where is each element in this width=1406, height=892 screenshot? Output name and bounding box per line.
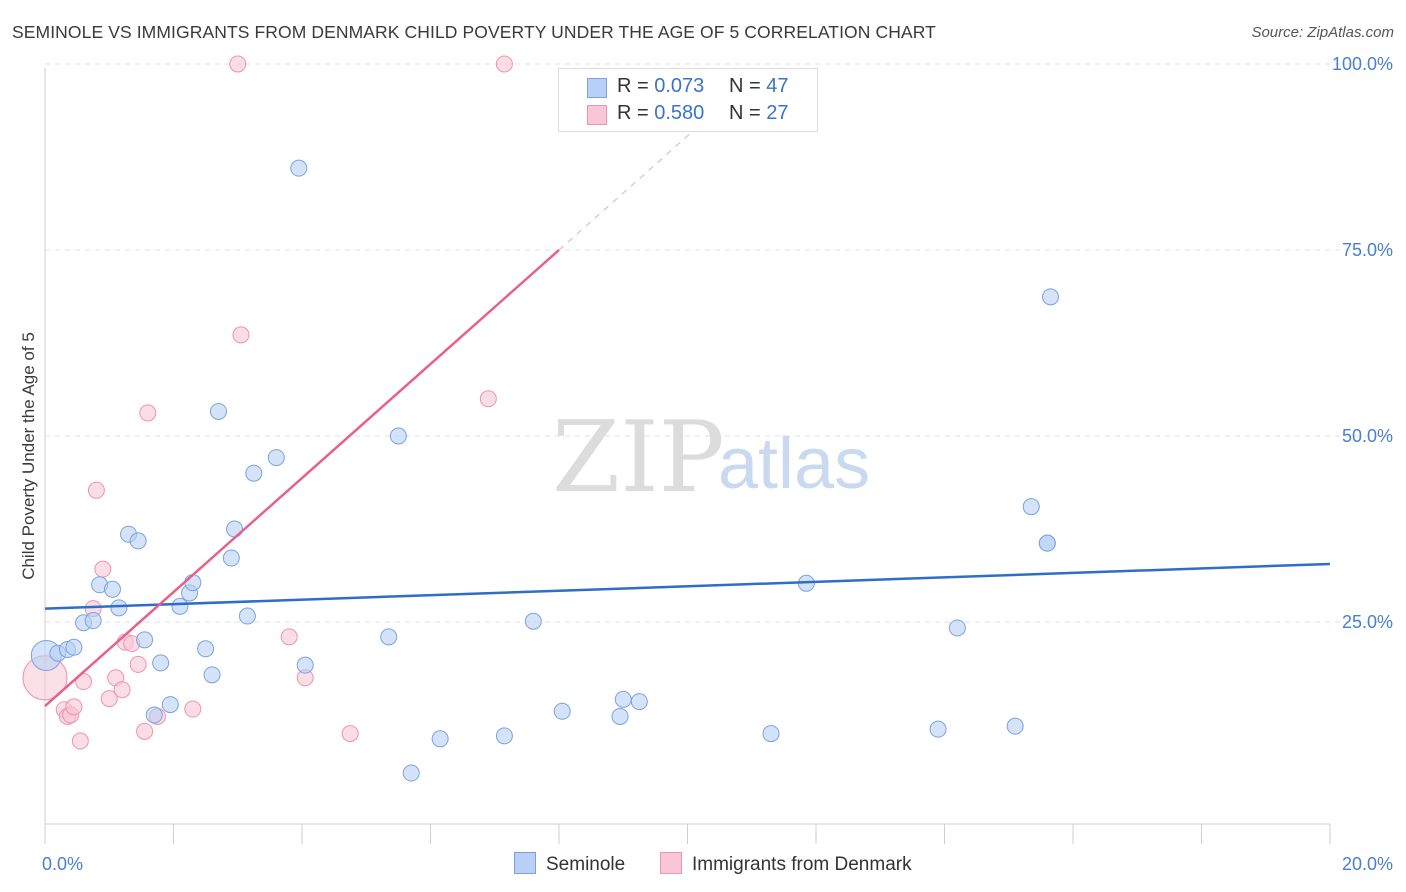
seminole-point: [152, 654, 170, 672]
x-tick-labels: 0.0% 20.0%: [42, 854, 1393, 874]
y-tick-label: 50.0%: [1342, 426, 1393, 446]
legend-swatch-seminole-bottom: [514, 852, 536, 874]
seminole-trend-line: [44, 562, 1331, 610]
denmark-point: [94, 560, 112, 578]
seminole-point: [209, 402, 227, 420]
denmark-point: [341, 725, 359, 743]
seminole-point: [1022, 498, 1040, 516]
seminole-point: [267, 449, 285, 467]
seminole-point: [65, 638, 83, 656]
seminole-point: [524, 612, 542, 630]
series-legend: Seminole Immigrants from Denmark: [0, 852, 1406, 876]
legend-item-seminole: Seminole: [514, 852, 625, 876]
seminole-point: [1042, 288, 1060, 306]
denmark-points: [22, 55, 513, 750]
seminole-point: [431, 730, 449, 748]
legend-n-seminole: N = 47: [729, 75, 789, 97]
seminole-point: [103, 580, 121, 598]
seminole-point: [197, 640, 215, 658]
watermark: ZIP atlas: [552, 401, 870, 515]
watermark-zip: ZIP: [552, 401, 725, 515]
seminole-point: [630, 693, 648, 711]
seminole-point: [296, 656, 314, 674]
trend-lines: [44, 78, 1331, 708]
y-tick-label: 100.0%: [1332, 54, 1393, 74]
seminole-point: [129, 532, 147, 550]
y-tick-label: 75.0%: [1342, 240, 1393, 260]
stats-legend: R = 0.073 N = 47 R = 0.580 N = 27: [558, 68, 818, 132]
source-label: Source: ZipAtlas.com: [1251, 24, 1394, 41]
seminole-point: [222, 549, 240, 567]
denmark-point: [280, 628, 298, 646]
seminole-point: [929, 720, 947, 738]
seminole-point: [948, 619, 966, 637]
seminole-point: [495, 727, 513, 745]
seminole-point: [110, 599, 128, 617]
denmark-point: [479, 390, 497, 408]
seminole-point: [136, 631, 154, 649]
y-tick-labels: 25.0% 50.0% 75.0% 100.0%: [1332, 54, 1393, 632]
x-tick-label: 20.0%: [1342, 854, 1393, 874]
legend-r-denmark: R = 0.580: [617, 102, 705, 124]
grid-lines: [45, 63, 1394, 623]
seminole-point: [184, 574, 202, 592]
denmark-point: [229, 55, 247, 73]
seminole-point: [161, 696, 179, 714]
legend-swatch-seminole: [587, 78, 607, 98]
denmark-point: [129, 655, 147, 673]
seminole-point: [226, 520, 244, 538]
seminole-point: [614, 690, 632, 708]
axes: [44, 68, 1331, 844]
seminole-point: [402, 764, 420, 782]
denmark-point: [87, 481, 105, 499]
seminole-point: [290, 159, 308, 177]
denmark-trend-line: [44, 249, 560, 708]
watermark-atlas: atlas: [718, 424, 870, 504]
denmark-point: [100, 690, 118, 708]
seminole-point: [1006, 717, 1024, 735]
legend-n-denmark: N = 27: [729, 102, 789, 124]
y-tick-label: 25.0%: [1342, 612, 1393, 632]
denmark-point: [113, 681, 131, 699]
denmark-point: [139, 404, 157, 422]
x-tick-label: 0.0%: [42, 854, 83, 874]
seminole-point: [84, 612, 102, 630]
legend-swatch-denmark: [587, 105, 607, 125]
seminole-point: [171, 597, 189, 615]
denmark-point: [136, 722, 154, 740]
seminole-points: [30, 159, 1060, 782]
denmark-point: [184, 700, 202, 718]
seminole-point: [389, 427, 407, 445]
seminole-point: [238, 607, 256, 625]
seminole-point: [611, 707, 629, 725]
legend-item-denmark: Immigrants from Denmark: [660, 852, 912, 876]
seminole-point: [145, 706, 163, 724]
seminole-point: [1038, 534, 1056, 552]
denmark-point: [71, 732, 89, 750]
denmark-point: [232, 326, 250, 344]
seminole-point: [380, 628, 398, 646]
seminole-point: [203, 666, 221, 684]
legend-r-seminole: R = 0.073: [617, 75, 705, 97]
legend-swatch-denmark-bottom: [660, 852, 682, 874]
denmark-point: [495, 55, 513, 73]
denmark-point: [65, 698, 83, 716]
seminole-point: [762, 725, 780, 743]
chart-title: SEMINOLE VS IMMIGRANTS FROM DENMARK CHIL…: [12, 22, 936, 42]
seminole-point: [245, 464, 263, 482]
y-axis-label: Child Poverty Under the Age of 5: [19, 332, 38, 580]
seminole-point: [553, 702, 571, 720]
